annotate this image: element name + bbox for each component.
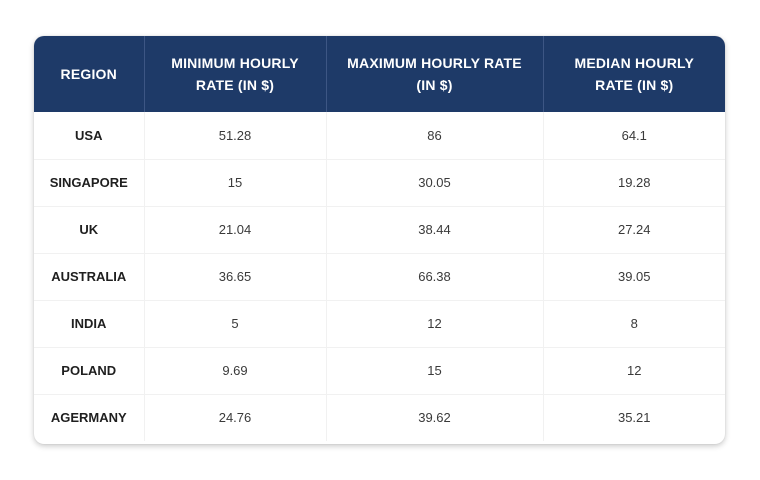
table-row: UK 21.04 38.44 27.24 [34, 206, 725, 254]
hourly-rate-table: REGION MINIMUM HOURLY RATE (IN $) MAXIMU… [34, 36, 725, 441]
minimum-rate-cell: 36.65 [144, 253, 327, 301]
table-header-row: REGION MINIMUM HOURLY RATE (IN $) MAXIMU… [34, 36, 725, 112]
region-cell: SINGAPORE [34, 159, 145, 207]
minimum-rate-cell: 21.04 [144, 206, 327, 254]
minimum-rate-cell: 24.76 [144, 394, 327, 441]
header-minimum-hourly-rate: MINIMUM HOURLY RATE (IN $) [144, 36, 327, 112]
table-body: USA 51.28 86 64.1 SINGAPORE 15 30.05 19.… [34, 112, 725, 441]
minimum-rate-cell: 15 [144, 159, 327, 207]
minimum-rate-cell: 9.69 [144, 347, 327, 395]
maximum-rate-cell: 12 [326, 300, 544, 348]
region-cell: USA [34, 112, 145, 160]
maximum-rate-cell: 15 [326, 347, 544, 395]
maximum-rate-cell: 39.62 [326, 394, 544, 441]
header-region: REGION [34, 36, 145, 112]
table-row: AUSTRALIA 36.65 66.38 39.05 [34, 253, 725, 301]
maximum-rate-cell: 86 [326, 112, 544, 160]
median-rate-cell: 64.1 [543, 112, 725, 160]
table-row: USA 51.28 86 64.1 [34, 112, 725, 160]
table-header: REGION MINIMUM HOURLY RATE (IN $) MAXIMU… [34, 36, 725, 112]
maximum-rate-cell: 30.05 [326, 159, 544, 207]
hourly-rate-table-card: REGION MINIMUM HOURLY RATE (IN $) MAXIMU… [34, 36, 725, 444]
table-row: POLAND 9.69 15 12 [34, 347, 725, 395]
table-row: AGERMANY 24.76 39.62 35.21 [34, 394, 725, 441]
median-rate-cell: 8 [543, 300, 725, 348]
region-cell: AUSTRALIA [34, 253, 145, 301]
header-median-hourly-rate: MEDIAN HOURLY RATE (IN $) [574, 55, 695, 93]
minimum-rate-cell: 5 [144, 300, 327, 348]
table-row: SINGAPORE 15 30.05 19.28 [34, 159, 725, 207]
median-rate-cell: 27.24 [543, 206, 725, 254]
region-cell: UK [34, 206, 145, 254]
median-rate-cell: 19.28 [543, 159, 725, 207]
maximum-rate-cell: 38.44 [326, 206, 544, 254]
median-rate-cell: 39.05 [543, 253, 725, 301]
region-cell: AGERMANY [34, 394, 145, 441]
median-rate-cell: 12 [543, 347, 725, 395]
median-rate-cell: 35.21 [617, 410, 651, 426]
maximum-rate-cell: 66.38 [326, 253, 544, 301]
table-row: INDIA 5 12 8 [34, 300, 725, 348]
minimum-rate-cell: 51.28 [144, 112, 327, 160]
header-maximum-hourly-rate: MAXIMUM HOURLY RATE (IN $) [326, 36, 544, 112]
region-cell: POLAND [34, 347, 145, 395]
region-cell: INDIA [34, 300, 145, 348]
